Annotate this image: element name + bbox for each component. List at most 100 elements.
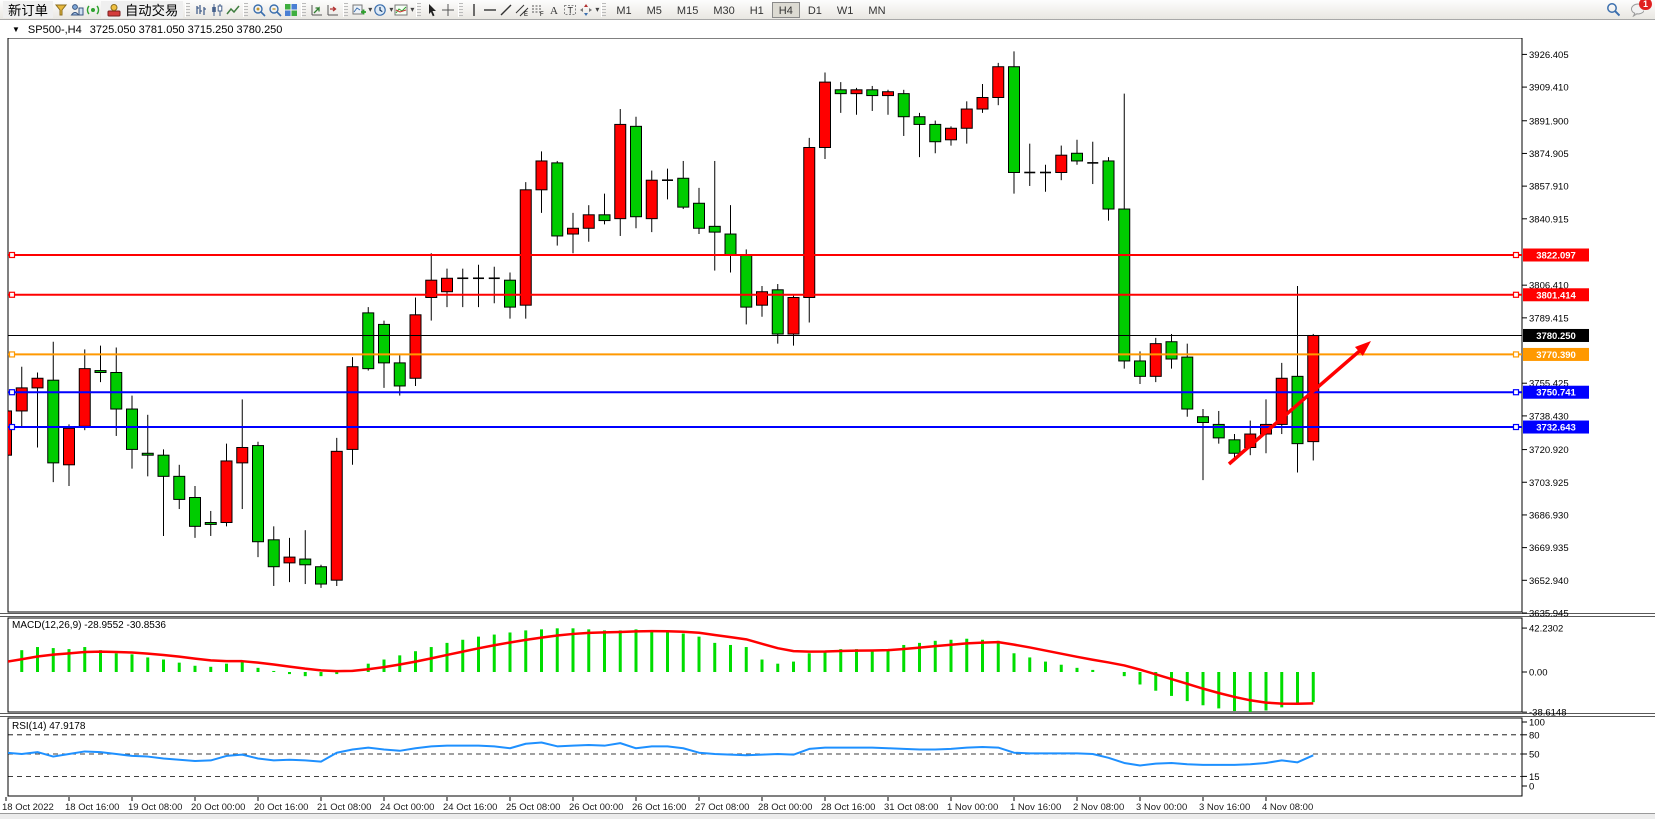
arrows-caret[interactable]: ▾ (595, 5, 600, 14)
zoom-out-icon[interactable] (267, 2, 283, 18)
auto-trading-button[interactable]: 自动交易 (100, 1, 184, 18)
text-label-icon[interactable]: T (562, 2, 578, 18)
chart-collapse-icon[interactable]: ▼ (12, 25, 20, 34)
line-handle[interactable] (1512, 291, 1520, 298)
line-handle[interactable] (1512, 351, 1520, 358)
tile-windows-icon[interactable] (283, 2, 299, 18)
bull-candle (330, 450, 343, 581)
trend-arrow-head[interactable] (1354, 341, 1371, 357)
bull-candle (441, 277, 453, 293)
cursor-icon[interactable] (424, 2, 440, 18)
bear-candle (866, 89, 879, 97)
candlestick-chart-icon[interactable] (209, 2, 225, 18)
toolbar-group-grip[interactable] (601, 2, 607, 17)
toolbar-group-grip[interactable] (458, 2, 464, 17)
bull-candle (945, 127, 957, 141)
bear-candle (551, 162, 564, 237)
trend-arrow-line[interactable] (1227, 348, 1363, 466)
crosshair-icon[interactable] (440, 2, 456, 18)
auto-scroll-icon[interactable] (309, 2, 325, 18)
timeframe-button-M5[interactable]: M5 (646, 4, 662, 17)
text-icon[interactable]: A (546, 2, 562, 18)
toolbar-group-grip[interactable] (185, 2, 191, 17)
line-handle[interactable] (8, 291, 16, 298)
fibonacci-icon[interactable]: F (530, 2, 546, 18)
bull-candle (992, 66, 1005, 98)
bull-candle (614, 123, 627, 220)
add-indicator-icon[interactable] (351, 2, 367, 18)
svg-text:3909.410: 3909.410 (1529, 83, 1569, 94)
bear-candle (677, 177, 690, 208)
bull-candle (31, 377, 44, 389)
line-handle[interactable] (1512, 251, 1520, 259)
arrows-tool-icon[interactable] (578, 2, 594, 18)
svg-text:26 Oct 00:00: 26 Oct 00:00 (569, 802, 623, 813)
vertical-line-icon[interactable] (466, 2, 482, 18)
bear-candle (126, 408, 138, 450)
timeframe-button-M1[interactable]: M1 (616, 4, 632, 17)
bear-candle (693, 202, 705, 229)
svg-text:3720.920: 3720.920 (1529, 445, 1569, 456)
line-handle[interactable] (1512, 423, 1520, 431)
line-handle[interactable] (1512, 389, 1520, 396)
bear-candle (204, 521, 217, 525)
templates-icon[interactable] (393, 2, 409, 18)
bull-candle (519, 189, 532, 306)
toolbar-group-grip[interactable] (343, 2, 349, 17)
bear-candle (708, 225, 721, 233)
timeframe-button-W1[interactable]: W1 (836, 4, 854, 17)
svg-text:3755.425: 3755.425 (1529, 379, 1569, 390)
add-indicator-caret[interactable]: ▾ (368, 5, 373, 14)
market-watch-icon[interactable] (69, 2, 85, 18)
bear-candle (1197, 416, 1209, 423)
periods-caret[interactable]: ▾ (389, 5, 394, 14)
line-handle[interactable] (8, 251, 16, 259)
bull-candle (582, 214, 595, 229)
toolbar-group-grip[interactable] (416, 2, 422, 17)
signals-icon[interactable] (85, 2, 101, 18)
svg-text:3652.940: 3652.940 (1529, 576, 1569, 587)
templates-caret[interactable]: ▾ (410, 5, 415, 14)
notifications-icon[interactable]: 1 (1629, 0, 1652, 18)
line-chart-icon[interactable] (225, 2, 241, 18)
timeframe-button-M15[interactable]: M15 (676, 4, 699, 17)
equidistant-channel-icon[interactable]: E (514, 2, 530, 18)
main-panel (7, 37, 1523, 613)
timeframe-button-D1[interactable]: D1 (807, 4, 822, 17)
search-icon[interactable] (1605, 2, 1621, 18)
line-handle[interactable] (8, 423, 16, 431)
funnel-icon[interactable] (53, 2, 69, 18)
timeframe-button-M30[interactable]: M30 (713, 4, 735, 17)
line-handle[interactable] (8, 351, 16, 358)
svg-text:0.00: 0.00 (1529, 668, 1548, 679)
bull-candle (1149, 343, 1162, 377)
svg-text:25 Oct 08:00: 25 Oct 08:00 (506, 802, 560, 813)
svg-text:27 Oct 08:00: 27 Oct 08:00 (695, 802, 749, 813)
timeframe-button-H4[interactable]: H4 (771, 1, 800, 18)
svg-text:1 Nov 16:00: 1 Nov 16:00 (1010, 802, 1061, 813)
horizontal-line-icon[interactable] (482, 2, 498, 18)
timeframe-button-MN[interactable]: MN (868, 4, 886, 17)
bar-chart-icon[interactable] (193, 2, 209, 18)
periods-clock-icon[interactable] (372, 2, 388, 18)
chart-window-titlebar[interactable]: ▼ SP500-,H4 3725.050 3781.050 3715.250 3… (0, 21, 1655, 38)
toolbar-group-grip[interactable] (243, 2, 249, 17)
svg-text:3891.900: 3891.900 (1529, 116, 1569, 127)
line-handle[interactable] (8, 389, 16, 396)
bull-candle (803, 146, 816, 298)
candlestick-series (8, 51, 1320, 588)
new-order-button[interactable]: 新订单 (3, 1, 53, 18)
macd-panel (7, 617, 1523, 713)
zoom-in-icon[interactable] (251, 2, 267, 18)
svg-text:3840.915: 3840.915 (1529, 214, 1569, 225)
toolbar-group-grip[interactable] (301, 2, 307, 17)
bull-candle (819, 81, 831, 148)
bear-candle (504, 279, 516, 308)
chart-title-ohlc: 3725.050 3781.050 3715.250 3780.250 (89, 23, 283, 36)
trendline-icon[interactable] (498, 2, 514, 18)
price-chip-3770.390 (1523, 347, 1589, 361)
chart-shift-icon[interactable] (325, 2, 341, 18)
timeframe-button-H1[interactable]: H1 (749, 4, 764, 17)
